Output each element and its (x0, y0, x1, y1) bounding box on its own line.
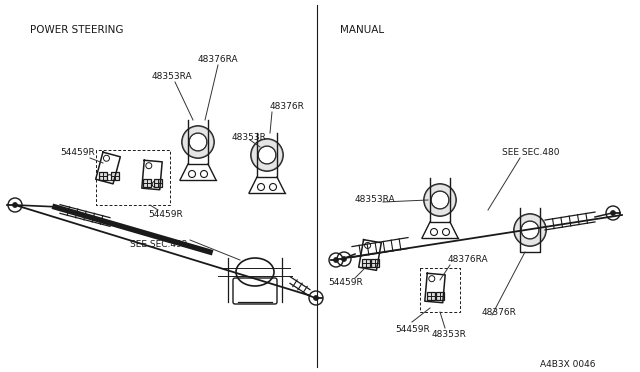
Text: 48376RA: 48376RA (198, 55, 239, 64)
Text: 54459R: 54459R (148, 210, 183, 219)
Text: 54459R: 54459R (395, 325, 429, 334)
Polygon shape (99, 172, 107, 180)
Polygon shape (427, 292, 435, 300)
Text: A4B3X 0046: A4B3X 0046 (540, 360, 595, 369)
Text: SEE SEC.480: SEE SEC.480 (502, 148, 559, 157)
Text: 48353R: 48353R (432, 330, 467, 339)
Circle shape (342, 257, 346, 262)
Polygon shape (154, 179, 162, 187)
Polygon shape (143, 179, 151, 187)
Circle shape (314, 295, 319, 301)
Text: 48376R: 48376R (270, 102, 305, 111)
Circle shape (13, 202, 17, 208)
Polygon shape (436, 292, 444, 300)
Polygon shape (371, 259, 379, 267)
Wedge shape (251, 139, 283, 171)
Text: 48353R: 48353R (232, 133, 267, 142)
Wedge shape (514, 214, 546, 246)
Polygon shape (111, 172, 119, 180)
Circle shape (333, 257, 339, 263)
Text: 48353RA: 48353RA (355, 195, 396, 204)
Text: MANUAL: MANUAL (340, 25, 384, 35)
Text: 48353RA: 48353RA (152, 72, 193, 81)
Text: SEE SEC.492: SEE SEC.492 (130, 240, 188, 249)
Text: 48376RA: 48376RA (448, 255, 488, 264)
Circle shape (611, 211, 616, 215)
Text: POWER STEERING: POWER STEERING (30, 25, 124, 35)
Text: 54459R: 54459R (328, 278, 363, 287)
Text: 48376R: 48376R (482, 308, 517, 317)
Text: 54459R: 54459R (60, 148, 95, 157)
Wedge shape (424, 184, 456, 216)
Polygon shape (362, 259, 370, 267)
Wedge shape (182, 126, 214, 158)
